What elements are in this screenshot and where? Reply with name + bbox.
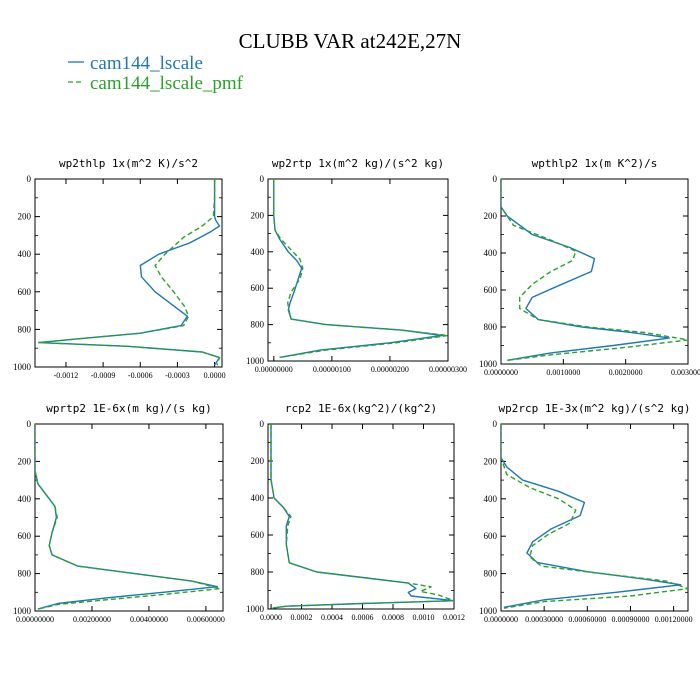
y-tick-label: 200 — [484, 211, 498, 221]
series-line-lscale — [38, 179, 221, 366]
x-tick-label: 0.00030000 — [525, 615, 563, 624]
x-tick-label: 0.00000100 — [313, 365, 351, 374]
plot-frame — [34, 423, 224, 612]
series-line-lscale-pmf — [270, 424, 454, 609]
y-tick-label: 200 — [251, 210, 265, 220]
panel-title: wp2rcp 1E-3x(m^2 kg)/(s^2 kg) — [498, 402, 690, 415]
y-tick-label: 800 — [251, 320, 265, 330]
y-tick-label: 400 — [251, 247, 265, 257]
panel-wprtp2: wprtp2 1E-6x(m kg)/(s kg) 0 200 400 600 800 1… — [13, 402, 225, 624]
panel-wp2rtp: wp2rtp 1x(m^2 kg)/(s^2 kg) 0 200 400 600 800… — [246, 157, 467, 374]
y-tick-label: 200 — [251, 456, 265, 466]
y-tick-label: 400 — [251, 493, 265, 503]
x-tick-label: 0.00090000 — [611, 615, 649, 624]
series-line-lscale-pmf — [38, 179, 221, 366]
y-tick-label: 600 — [18, 531, 32, 541]
plot-frame — [267, 178, 449, 362]
series-line-lscale — [273, 179, 443, 359]
plot-frame — [267, 423, 455, 610]
x-tick-label: -0.0003 — [165, 371, 190, 380]
y-tick-label: 800 — [18, 324, 32, 334]
series-line-lscale — [501, 179, 670, 361]
panel-title: wp2thlp 1x(m^2 K)/s^2 — [59, 157, 198, 170]
x-tick-label: -0.0009 — [91, 371, 116, 380]
series-line-lscale — [270, 424, 454, 609]
series-line-lscale-pmf — [273, 179, 448, 359]
y-tick-label: 600 — [18, 287, 32, 297]
x-tick-label: 0.00000300 — [429, 365, 467, 374]
panel-wp2thlp: wp2thlp 1x(m^2 K)/s^2 0 200 400 600 800 1000 -… — [13, 157, 226, 380]
legend: cam144_lscale cam144_lscale_pmf — [68, 53, 244, 94]
y-tick-label: 400 — [484, 494, 498, 504]
y-tick-label: 200 — [484, 456, 498, 466]
panel-title: wprtp2 1E-6x(m kg)/(s kg) — [46, 402, 212, 415]
y-tick-label: 200 — [18, 212, 32, 222]
x-tick-label: 0.00060000 — [568, 615, 606, 624]
x-tick-label: 0.00000200 — [371, 365, 409, 374]
y-tick-label: 600 — [251, 530, 265, 540]
series-line-lscale — [35, 424, 219, 610]
x-tick-label: 0.0030000 — [671, 368, 700, 377]
y-tick-label: 1000 — [246, 356, 265, 366]
y-tick-label: 600 — [251, 283, 265, 293]
panel-title: rcp2 1E-6x(kg^2)/(kg^2) — [285, 402, 437, 415]
y-tick-label: 400 — [18, 494, 32, 504]
y-tick-label: 400 — [484, 248, 498, 258]
x-tick-label: 0.0000000 — [484, 368, 518, 377]
y-tick-label: 600 — [484, 531, 498, 541]
panel-title: wpthlp2 1x(m K^2)/s — [532, 157, 658, 170]
x-tick-label: 0.00120000 — [655, 615, 693, 624]
x-tick-label: 0.00000000 — [255, 365, 293, 374]
x-tick-label: 0.0004 — [321, 613, 343, 622]
y-tick-label: 1000 — [246, 604, 265, 614]
y-tick-label: 1000 — [13, 362, 32, 372]
y-tick-label: 800 — [251, 567, 265, 577]
x-tick-label: 0.0006 — [352, 613, 374, 622]
figure-title: CLUBB VAR at242E,27N — [239, 29, 462, 53]
series-line-lscale — [501, 424, 682, 608]
x-tick-label: 0.00000000 — [16, 615, 54, 624]
y-tick-label: 0 — [27, 174, 32, 184]
y-tick-label: 0 — [260, 419, 265, 429]
x-tick-label: 0.00600000 — [187, 615, 225, 624]
panel-wp2rcp: wp2rcp 1E-3x(m^2 kg)/(s^2 kg) 0 200 400 600… — [479, 402, 693, 624]
plot-frame — [34, 178, 223, 368]
x-tick-label: 0.0008 — [382, 613, 404, 622]
y-tick-label: 400 — [18, 249, 32, 259]
series-line-lscale-pmf — [501, 179, 688, 361]
y-tick-label: 200 — [18, 456, 32, 466]
x-tick-label: 0.0010000 — [546, 368, 580, 377]
series-line-lscale-pmf — [35, 424, 221, 610]
y-tick-label: 800 — [18, 569, 32, 579]
x-tick-label: 0.0002 — [291, 613, 313, 622]
y-tick-label: 0 — [493, 419, 498, 429]
x-tick-label: 0.0000000 — [484, 615, 518, 624]
y-tick-label: 1000 — [479, 359, 498, 369]
y-tick-label: 1000 — [13, 606, 32, 616]
y-tick-label: 0 — [493, 174, 498, 184]
series-line-lscale-pmf — [501, 424, 688, 609]
legend-label-lscale-pmf: cam144_lscale_pmf — [90, 73, 244, 94]
y-tick-label: 0 — [27, 419, 32, 429]
y-tick-label: 1000 — [479, 606, 498, 616]
x-tick-label: 0.0020000 — [609, 368, 643, 377]
panel-rcp2: rcp2 1E-6x(kg^2)/(kg^2) 0 200 400 600 800 100… — [246, 402, 465, 622]
panel-wpthlp2: wpthlp2 1x(m K^2)/s 020040060080010000.0… — [479, 157, 700, 377]
legend-label-lscale: cam144_lscale — [90, 53, 203, 74]
x-tick-label: -0.0012 — [54, 371, 79, 380]
y-tick-label: 800 — [484, 569, 498, 579]
x-tick-label: 0.0000 — [260, 613, 282, 622]
y-tick-label: 600 — [484, 285, 498, 295]
x-tick-label: 0.0012 — [443, 613, 465, 622]
x-tick-label: 0.0010 — [413, 613, 435, 622]
panel-title: wp2rtp 1x(m^2 kg)/(s^2 kg) — [272, 157, 444, 170]
y-tick-label: 0 — [260, 174, 265, 184]
plot-frame — [500, 423, 689, 612]
y-tick-label: 800 — [484, 322, 498, 332]
x-tick-label: -0.0006 — [128, 371, 153, 380]
x-tick-label: 0.00400000 — [130, 615, 168, 624]
x-tick-label: 0.0000 — [204, 371, 226, 380]
x-tick-label: 0.00200000 — [73, 615, 111, 624]
